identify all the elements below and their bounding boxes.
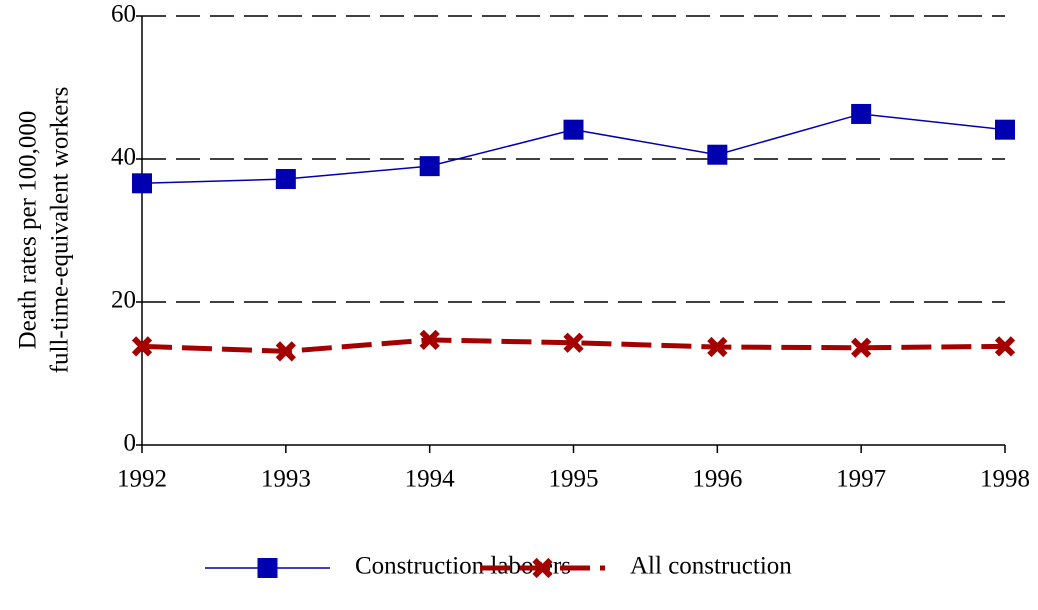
x-tick-label: 1995	[549, 466, 599, 493]
y-tick-label: 0	[124, 430, 137, 457]
legend-label: All construction	[630, 553, 792, 580]
data-point	[851, 337, 872, 358]
x-tick-label: 1996	[692, 466, 742, 493]
x-tick-label: 1994	[405, 466, 456, 493]
data-point	[707, 336, 728, 358]
y-tick-label: 60	[111, 1, 136, 28]
data-point	[994, 336, 1016, 357]
x-tick-label: 1998	[980, 466, 1030, 493]
data-point	[563, 332, 584, 353]
data-point	[563, 119, 584, 140]
data-point	[995, 119, 1015, 140]
legend-marker	[532, 557, 553, 579]
x-tick-label: 1992	[117, 466, 167, 493]
y-axis-label: Death rates per 100,000	[15, 111, 42, 350]
data-point	[851, 103, 872, 124]
y-tick-label: 40	[111, 144, 136, 171]
y-tick-label: 20	[111, 287, 136, 314]
data-point	[419, 329, 440, 351]
data-point	[131, 336, 153, 357]
data-point	[275, 169, 296, 190]
data-point	[275, 341, 296, 362]
data-point	[132, 173, 152, 194]
y-axis-label: full-time-equivalent workers	[47, 87, 74, 374]
x-tick-label: 1997	[836, 466, 886, 493]
legend-marker	[257, 558, 278, 578]
data-point	[419, 156, 440, 177]
data-point	[707, 144, 728, 165]
x-tick-label: 1993	[261, 466, 311, 493]
